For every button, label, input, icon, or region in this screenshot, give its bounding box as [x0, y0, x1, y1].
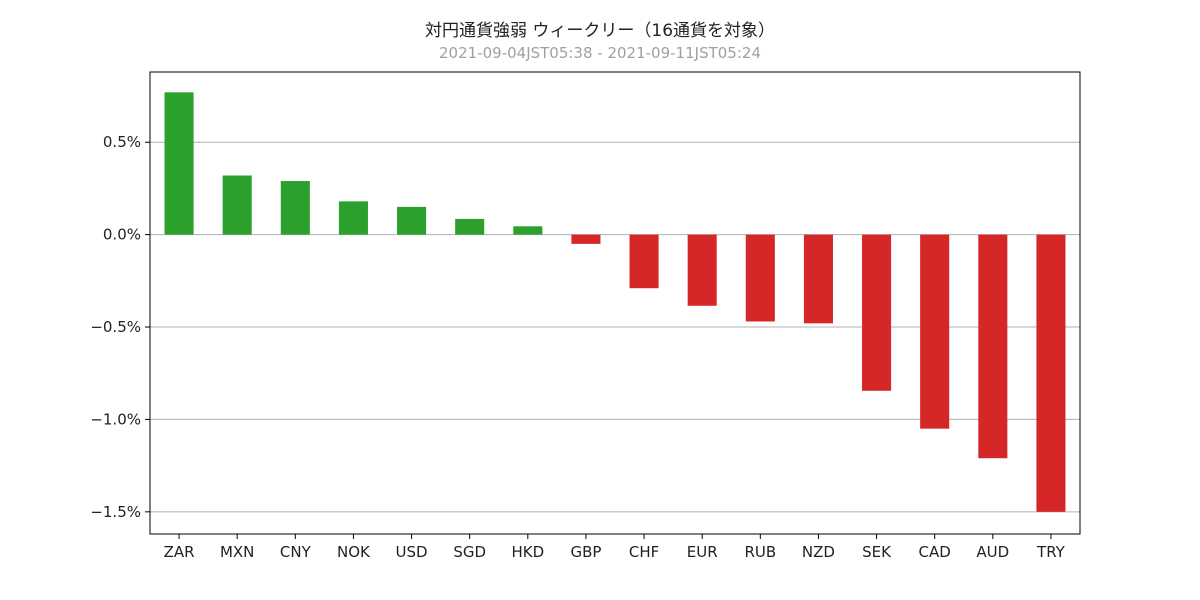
bar-usd — [397, 206, 427, 235]
x-tick-label: USD — [396, 543, 428, 561]
bar-sek — [862, 234, 892, 391]
y-tick-label: −1.0% — [90, 410, 141, 428]
plot-frame — [149, 71, 1081, 535]
chart-title: 対円通貨強弱 ウィークリー（16通貨を対象） — [424, 21, 776, 41]
x-tick-label: ZAR — [164, 543, 195, 561]
x-tick-label: CAD — [919, 543, 951, 561]
x-tick-label: MXN — [220, 543, 254, 561]
x-tick-label: AUD — [976, 543, 1009, 561]
bars — [164, 92, 1066, 512]
x-tick-label: HKD — [511, 543, 544, 561]
x-tick-label: SGD — [453, 543, 486, 561]
y-tick-label: −1.5% — [90, 503, 141, 521]
bar-try — [1036, 234, 1066, 512]
x-tick-label: RUB — [744, 543, 776, 561]
x-tick-label: TRY — [1036, 543, 1066, 561]
x-axis: ZAR MXN CNY NOK USD SGD HKD GBP CHF EUR RUB NZD SEK C… — [164, 534, 1066, 561]
x-tick-label: CHF — [629, 543, 659, 561]
bar-zar — [164, 92, 194, 235]
x-tick-label: CNY — [280, 543, 312, 561]
bar-sgd — [455, 218, 485, 235]
bar-eur — [687, 234, 717, 306]
bar-aud — [978, 234, 1008, 459]
bar-nok — [338, 201, 368, 235]
y-tick-label: 0.5% — [103, 133, 141, 151]
x-tick-label: NZD — [802, 543, 835, 561]
y-tick-label: −0.5% — [90, 318, 141, 336]
bar-mxn — [222, 175, 252, 235]
x-tick-label: NOK — [337, 543, 371, 561]
bar-gbp — [571, 234, 601, 244]
bar-hkd — [513, 226, 543, 235]
bar-cny — [280, 181, 310, 235]
y-tick-label: 0.0% — [103, 226, 141, 244]
x-tick-label: SEK — [862, 543, 892, 561]
chart-subtitle: 2021-09-04JST05:38 - 2021-09-11JST05:24 — [439, 44, 761, 62]
y-axis: 0.5% 0.0% −0.5% −1.0% −1.5% — [90, 133, 150, 521]
bar-nzd — [803, 234, 833, 324]
x-tick-label: EUR — [687, 543, 718, 561]
bar-rub — [745, 234, 775, 322]
x-tick-label: GBP — [570, 543, 601, 561]
bar-chf — [629, 234, 659, 289]
bar-cad — [920, 234, 950, 429]
